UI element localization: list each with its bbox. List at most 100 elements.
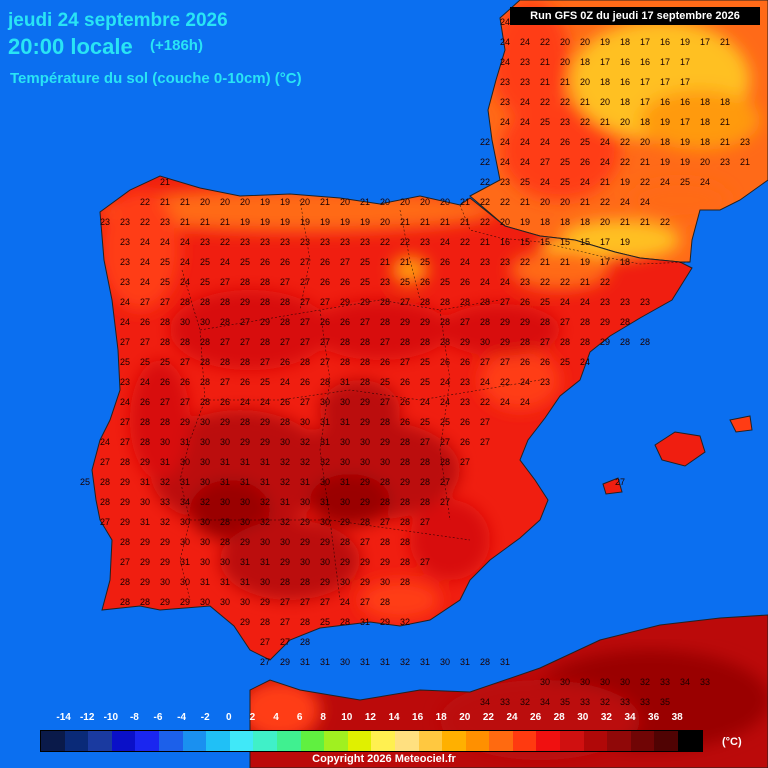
parameter-title: Température du sol (couche 0-10cm) (°C) <box>10 70 302 87</box>
temperature-value: 20 <box>600 97 610 107</box>
temperature-value: 26 <box>460 437 470 447</box>
temperature-value: 31 <box>200 577 210 587</box>
temperature-value: 24 <box>220 257 230 267</box>
temperature-value: 31 <box>380 657 390 667</box>
temperature-value: 31 <box>320 497 330 507</box>
temperature-value: 32 <box>400 657 410 667</box>
temperature-value: 29 <box>360 397 370 407</box>
legend-swatch <box>442 731 466 751</box>
legend-tick: 18 <box>435 712 447 723</box>
legend-tick: 14 <box>388 712 400 723</box>
temperature-value: 22 <box>580 117 590 127</box>
legend-tick: 30 <box>577 712 589 723</box>
temperature-value: 30 <box>340 577 350 587</box>
temperature-value: 30 <box>260 577 270 587</box>
temperature-value: 29 <box>460 337 470 347</box>
temperature-value: 20 <box>380 197 390 207</box>
temperature-value: 25 <box>680 177 690 187</box>
temperature-value: 27 <box>540 157 550 167</box>
temperature-value: 28 <box>220 297 230 307</box>
temperature-value: 16 <box>660 37 670 47</box>
temperature-value: 15 <box>560 237 570 247</box>
temperature-value: 19 <box>520 217 530 227</box>
temperature-value: 26 <box>460 277 470 287</box>
temperature-value: 27 <box>300 397 310 407</box>
temperature-value: 26 <box>320 277 330 287</box>
temperature-value: 26 <box>160 377 170 387</box>
temperature-value: 30 <box>180 457 190 467</box>
temperature-value: 32 <box>640 677 650 687</box>
temperature-value: 30 <box>480 337 490 347</box>
temperature-value: 23 <box>520 77 530 87</box>
temperature-value: 26 <box>460 417 470 427</box>
temperature-value: 21 <box>180 197 190 207</box>
temperature-value: 28 <box>420 457 430 467</box>
temperature-value: 28 <box>620 317 630 327</box>
temperature-value: 25 <box>160 277 170 287</box>
temperature-value: 31 <box>340 377 350 387</box>
legend-swatch <box>607 731 631 751</box>
temperature-value: 19 <box>680 37 690 47</box>
temperature-value: 19 <box>340 217 350 227</box>
temperature-value: 22 <box>560 97 570 107</box>
temperature-value: 30 <box>380 577 390 587</box>
temperature-value: 28 <box>580 337 590 347</box>
temperature-value: 29 <box>120 517 130 527</box>
temperature-value: 29 <box>260 417 270 427</box>
temperature-value: 24 <box>500 37 510 47</box>
temperature-value: 24 <box>180 257 190 267</box>
temperature-value: 28 <box>360 337 370 347</box>
temperature-value: 23 <box>540 377 550 387</box>
legend-swatch <box>489 731 513 751</box>
temperature-value: 27 <box>480 437 490 447</box>
temperature-value: 21 <box>380 257 390 267</box>
temperature-value: 21 <box>400 257 410 267</box>
temperature-value: 27 <box>440 437 450 447</box>
temperature-value: 24 <box>260 397 270 407</box>
temperature-value: 30 <box>200 597 210 607</box>
temperature-value: 23 <box>260 237 270 247</box>
temperature-value: 22 <box>460 237 470 247</box>
temperature-value: 33 <box>160 497 170 507</box>
temperature-value: 24 <box>520 157 530 167</box>
temperature-value: 31 <box>300 657 310 667</box>
temperature-value: 26 <box>540 357 550 367</box>
legend-tick: 0 <box>226 712 232 723</box>
temperature-value: 28 <box>280 577 290 587</box>
temperature-value: 24 <box>340 597 350 607</box>
temperature-value: 21 <box>560 257 570 267</box>
temperature-value: 35 <box>660 697 670 707</box>
temperature-value: 21 <box>580 197 590 207</box>
temperature-value: 21 <box>180 217 190 227</box>
legend-swatch <box>583 731 608 751</box>
temperature-value: 20 <box>300 197 310 207</box>
temperature-value: 23 <box>720 157 730 167</box>
temperature-value: 29 <box>140 537 150 547</box>
temperature-value: 28 <box>460 297 470 307</box>
temperature-value: 34 <box>540 697 550 707</box>
temperature-value: 28 <box>140 437 150 447</box>
temperature-value: 30 <box>620 677 630 687</box>
temperature-value: 29 <box>360 297 370 307</box>
temperature-value: 25 <box>560 357 570 367</box>
legend-swatch <box>371 731 395 751</box>
temperature-value: 18 <box>700 137 710 147</box>
temperature-value: 28 <box>260 337 270 347</box>
temperature-value: 29 <box>180 417 190 427</box>
legend-swatch <box>394 731 419 751</box>
temperature-value: 24 <box>520 137 530 147</box>
temperature-value: 21 <box>640 217 650 227</box>
temperature-value: 31 <box>360 657 370 667</box>
temperature-value: 29 <box>260 597 270 607</box>
temperature-value: 28 <box>380 537 390 547</box>
temperature-value: 27 <box>500 297 510 307</box>
temperature-value: 25 <box>520 177 530 187</box>
legend-swatch <box>111 731 136 751</box>
temperature-value: 27 <box>180 357 190 367</box>
temperature-value: 23 <box>500 177 510 187</box>
temperature-value: 21 <box>720 137 730 147</box>
temperature-value: 16 <box>680 97 690 107</box>
temperature-value: 16 <box>620 57 630 67</box>
temperature-value: 22 <box>480 177 490 187</box>
